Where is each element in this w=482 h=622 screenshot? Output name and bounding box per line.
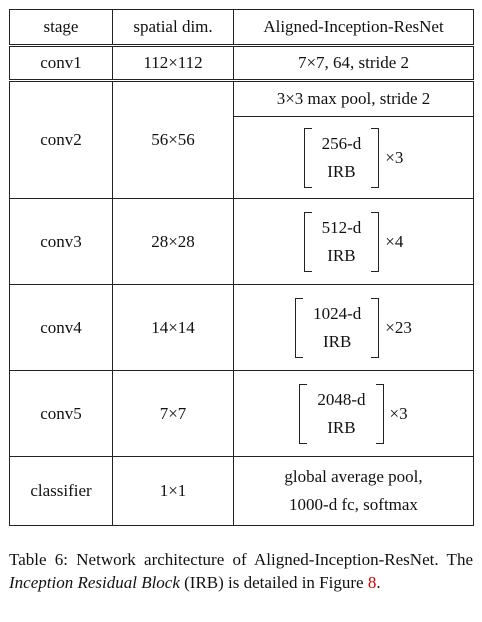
block-width: 1024-d: [313, 303, 362, 323]
spec-cell: global average pool, 1000-d fc, softmax: [233, 456, 474, 526]
spec-cell: 7×7, 64, stride 2: [233, 45, 474, 82]
repeat-count: ×3: [389, 403, 408, 423]
caption-italic-term: Inception Residual Block: [9, 573, 180, 592]
spec-cell: 1024-d IRB ×23: [233, 284, 474, 371]
classifier-line-2: 1000-d fc, softmax: [289, 495, 418, 514]
architecture-table: stage spatial dim. Aligned-Inception-Res…: [9, 9, 474, 526]
irb-block: 1024-d IRB: [295, 297, 380, 358]
header-architecture: Aligned-Inception-ResNet: [233, 9, 474, 47]
block-type: IRB: [323, 331, 352, 351]
irb-block: 2048-d IRB: [299, 383, 384, 444]
stage-cell: conv3: [9, 198, 113, 285]
right-bracket: [375, 383, 384, 444]
irb-block: 256-d IRB: [303, 127, 380, 188]
right-bracket: [371, 211, 380, 272]
irb-block: 512-d IRB: [303, 211, 380, 272]
repeat-count: ×23: [385, 317, 412, 337]
spec-cell: 3×3 max pool, stride 2 256-d IRB ×3: [233, 80, 474, 199]
spec-cell: 512-d IRB ×4: [233, 198, 474, 285]
left-bracket: [299, 383, 308, 444]
header-spatial-dim: spatial dim.: [112, 9, 234, 47]
block-width: 512-d: [321, 217, 362, 237]
dim-cell: 28×28: [112, 198, 234, 285]
block-group: 512-d IRB ×4: [234, 211, 473, 272]
figure-reference-link[interactable]: 8: [367, 573, 377, 592]
classifier-line-1: global average pool,: [284, 467, 423, 486]
block-group: 1024-d IRB ×23: [234, 297, 473, 358]
dim-cell: 112×112: [112, 45, 234, 82]
caption-end: .: [376, 573, 381, 592]
right-bracket: [371, 297, 380, 358]
repeat-count: ×3: [385, 147, 404, 167]
dim-cell: 14×14: [112, 284, 234, 371]
block-group: 2048-d IRB ×3: [234, 383, 473, 444]
dim-cell: 56×56: [112, 80, 234, 199]
table-row: conv4 14×14 1024-d IRB ×23: [9, 284, 474, 371]
block-type: IRB: [327, 161, 356, 181]
dim-cell: 1×1: [112, 456, 234, 526]
block-width: 256-d: [321, 133, 362, 153]
header-stage: stage: [9, 9, 113, 47]
block-width: 2048-d: [317, 389, 366, 409]
table-row: conv5 7×7 2048-d IRB ×3: [9, 370, 474, 457]
block-group: 256-d IRB ×3: [234, 117, 473, 198]
stage-cell: classifier: [9, 456, 113, 526]
left-bracket: [295, 297, 304, 358]
stage-cell: conv5: [9, 370, 113, 457]
table-row: conv3 28×28 512-d IRB ×4: [9, 198, 474, 285]
left-bracket: [303, 127, 312, 188]
stage-cell: conv2: [9, 80, 113, 199]
caption-lead: Table 6: Network architecture of Aligned…: [9, 550, 473, 569]
table-row: classifier 1×1 global average pool, 1000…: [9, 456, 474, 526]
block-type: IRB: [327, 245, 356, 265]
pool-spec: 3×3 max pool, stride 2: [234, 82, 473, 117]
spec-cell: 2048-d IRB ×3: [233, 370, 474, 457]
table-caption: Table 6: Network architecture of Aligned…: [9, 548, 473, 594]
table-header-row: stage spatial dim. Aligned-Inception-Res…: [9, 9, 474, 47]
repeat-count: ×4: [385, 231, 404, 251]
block-type: IRB: [327, 417, 356, 437]
caption-middle: (IRB) is detailed in Figure: [179, 573, 368, 592]
right-bracket: [371, 127, 380, 188]
stage-cell: conv4: [9, 284, 113, 371]
stage-cell: conv1: [9, 45, 113, 82]
table-row: conv2 56×56 3×3 max pool, stride 2 256-d…: [9, 80, 474, 199]
dim-cell: 7×7: [112, 370, 234, 457]
table-row: conv1 112×112 7×7, 64, stride 2: [9, 45, 474, 82]
left-bracket: [303, 211, 312, 272]
